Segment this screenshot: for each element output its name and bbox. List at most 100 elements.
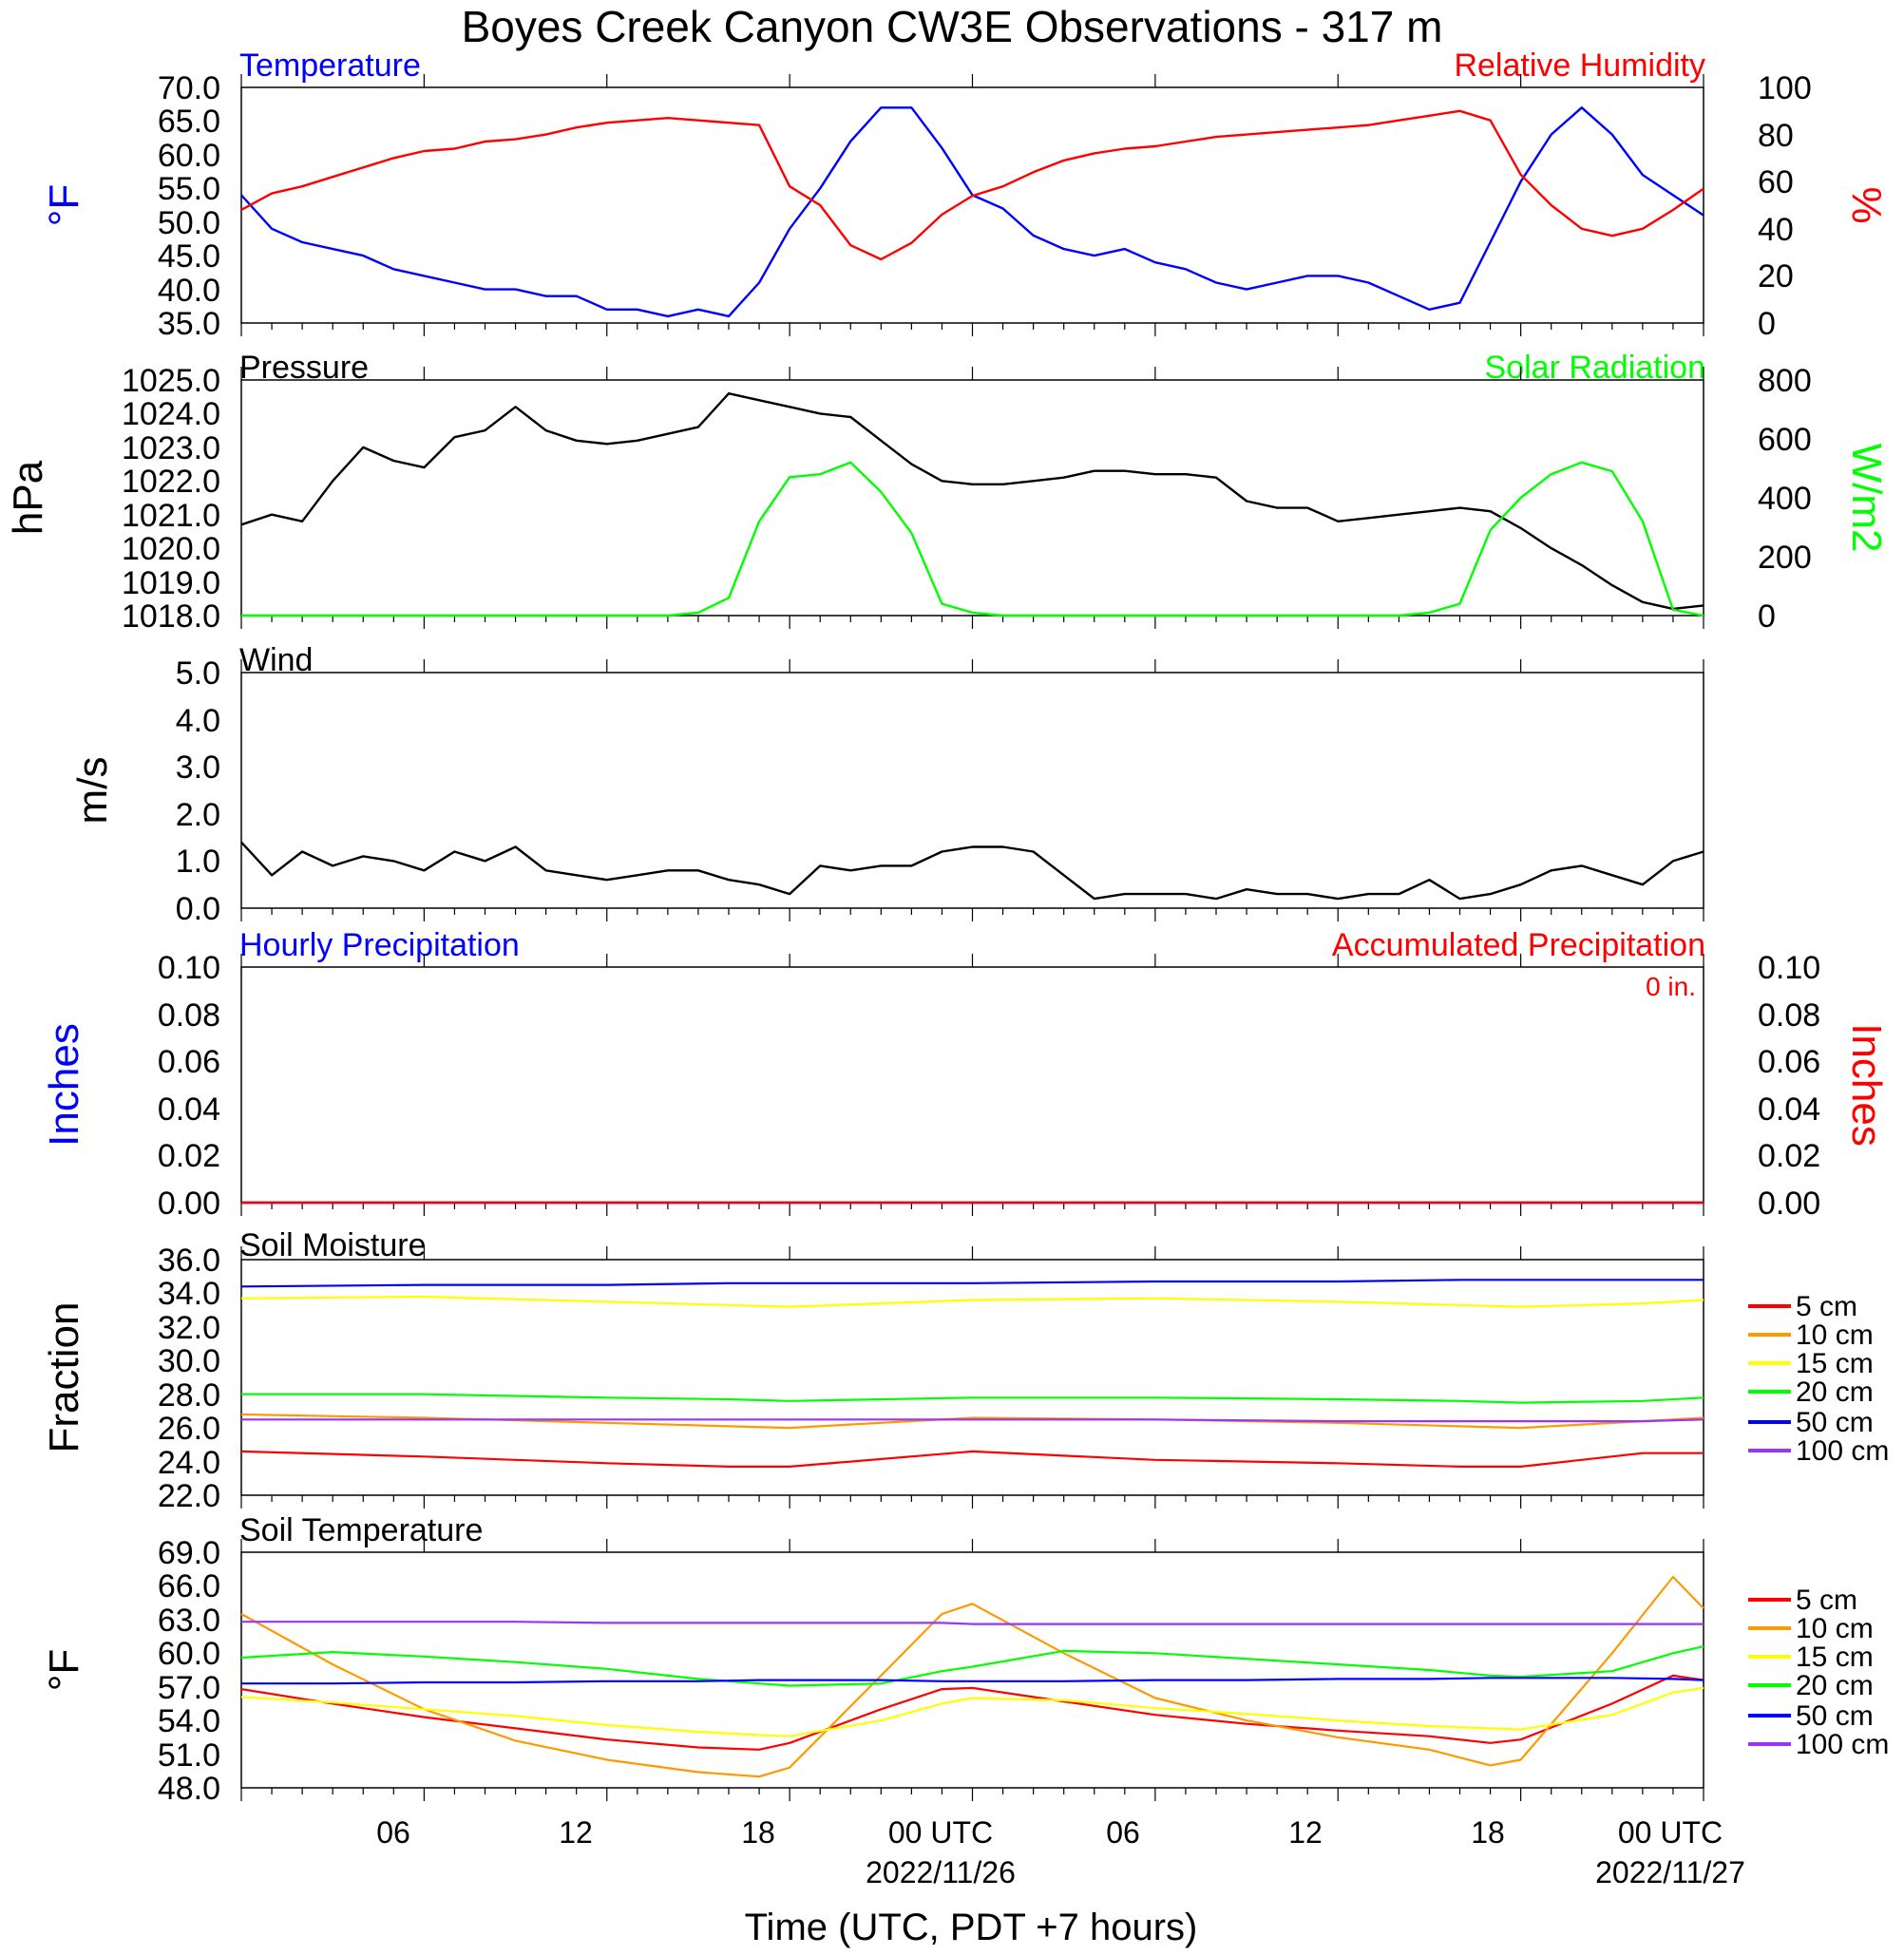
panel-2-ytick-right-3: 600: [1758, 422, 1812, 458]
panel-soil-temperature: Soil Temperature °F 48.0 51.0 54.0 57.0 …: [41, 1512, 1889, 1807]
xtick-label-06-a: 06: [376, 1815, 410, 1850]
xtick-label-18-a: 18: [741, 1815, 775, 1850]
panel-3-ytick-left-0: 0.0: [176, 891, 220, 927]
panel-2-ytick-right-2: 400: [1758, 481, 1812, 517]
panel-3-ytick-left-3: 3.0: [176, 750, 220, 786]
panel-6-ytick-left-0: 48.0: [158, 1771, 220, 1807]
panel-4-ylabel-left: Inches: [41, 1023, 87, 1147]
xtick-label-12-a: 12: [559, 1815, 593, 1850]
xtick-date-20221127: 2022/11/27: [1595, 1855, 1745, 1889]
series-line-solar-radiation: [241, 461, 1704, 617]
panel-2-ytick-left-0: 1018.0: [122, 598, 220, 635]
panel-pressure-solar: Pressure Solar Radiation hPa W/m2 1018.0…: [5, 350, 1890, 635]
x-axis-tick-labels: 06 12 18 00 UTC 06 12 18 00 UTC 2022/11/…: [376, 1815, 1745, 1889]
panel-4-ytick-right-4: 0.08: [1758, 997, 1820, 1034]
panel-4-title-left: Hourly Precipitation: [239, 927, 520, 963]
panel-5-ylabel-left: Fraction: [41, 1302, 87, 1453]
panel-5-ytick-left-2: 26.0: [158, 1411, 220, 1447]
panel-1-ytick-right-4: 80: [1758, 118, 1794, 154]
panel-5-legend: 5 cm 10 cm 15 cm 20 cm 50 cm 100 cm: [1748, 1291, 1889, 1467]
panel-3-ytick-left-5: 5.0: [176, 655, 220, 692]
panel-3-ytick-left-4: 4.0: [176, 703, 220, 739]
panel-4-yticks-left: 0.00 0.02 0.04 0.06 0.08 0.10: [158, 950, 220, 1222]
panel-1-ytick-left-5: 60.0: [158, 138, 220, 174]
series-line-20-cm: [241, 1393, 1704, 1404]
panel-2-ytick-right-0: 0: [1758, 598, 1776, 635]
panel-3-yticks-left: 0.0 1.0 2.0 3.0 4.0 5.0: [176, 655, 220, 927]
series-line-wind-speed: [240, 841, 1704, 901]
panel-2-series: [240, 392, 1704, 617]
panel-1-ylabel-left: °F: [41, 184, 87, 226]
panel-1-ticks: [240, 74, 1704, 336]
panel-4-ytick-right-3: 0.06: [1758, 1044, 1820, 1080]
panel-6-ytick-left-2: 54.0: [158, 1703, 220, 1739]
soil-moisture-legend-label-100cm: 100 cm: [1796, 1435, 1889, 1467]
soil-moisture-legend-label-20cm: 20 cm: [1796, 1376, 1874, 1408]
soil-moisture-legend-label-5cm: 5 cm: [1796, 1291, 1857, 1322]
panel-3-ytick-left-2: 2.0: [176, 797, 220, 833]
soil-moisture-legend-label-50cm: 50 cm: [1796, 1407, 1874, 1438]
panel-4-ytick-right-2: 0.04: [1758, 1091, 1820, 1128]
soil-moisture-legend-label-15cm: 15 cm: [1796, 1348, 1874, 1379]
panel-6-ytick-left-6: 66.0: [158, 1568, 220, 1604]
panel-2-title-left: Pressure: [239, 350, 369, 386]
panel-5-series: [240, 1279, 1704, 1468]
soil-moisture-legend-label-10cm: 10 cm: [1796, 1319, 1874, 1351]
panel-3-ticks: [240, 659, 1704, 921]
panel-2-ytick-left-5: 1023.0: [122, 430, 220, 466]
panel-6-ytick-left-7: 69.0: [158, 1535, 220, 1571]
series-line-15-cm: [240, 1686, 1704, 1737]
panel-5-ticks: [240, 1246, 1704, 1509]
soil-temp-legend-label-100cm: 100 cm: [1796, 1729, 1889, 1760]
panel-1-yticks-right: 0 20 40 60 80 100: [1758, 70, 1812, 342]
panel-1-ytick-right-5: 100: [1758, 70, 1812, 106]
xtick-label-06-b: 06: [1106, 1815, 1140, 1850]
panel-2-yticks-left: 1018.0 1019.0 1020.0 1021.0 1022.0 1023.…: [122, 363, 220, 635]
series-line-100-cm: [241, 1621, 1704, 1625]
panel-wind: Wind m/s 0.0 1.0 2.0 3.0 4.0 5.0: [69, 642, 1704, 927]
panel-5-ytick-left-3: 28.0: [158, 1377, 220, 1414]
panel-5-ytick-left-6: 34.0: [158, 1276, 220, 1312]
panel-1-ytick-left-7: 70.0: [158, 70, 220, 106]
panel-6-title-left: Soil Temperature: [239, 1512, 483, 1548]
panel-2-title-right: Solar Radiation: [1485, 350, 1705, 386]
panel-4-ytick-left-4: 0.08: [158, 997, 220, 1034]
panel-5-ytick-left-7: 36.0: [158, 1243, 220, 1279]
panel-5-ytick-left-5: 32.0: [158, 1310, 220, 1346]
soil-temp-legend-label-50cm: 50 cm: [1796, 1700, 1874, 1732]
panel-5-title-left: Soil Moisture: [239, 1227, 427, 1263]
panel-6-ylabel-left: °F: [41, 1649, 87, 1691]
panel-soil-moisture: Soil Moisture Fraction 22.0 24.0 26.0 28…: [41, 1227, 1889, 1514]
panel-precipitation: Hourly Precipitation Accumulated Precipi…: [41, 927, 1890, 1222]
xtick-label-00utc-b: 00 UTC: [1618, 1815, 1723, 1850]
panel-6-yticks-left: 48.0 51.0 54.0 57.0 60.0 63.0 66.0 69.0: [158, 1535, 220, 1807]
panel-6-ytick-left-5: 63.0: [158, 1603, 220, 1639]
panel-2-ytick-left-3: 1021.0: [122, 498, 220, 534]
panel-4-yticks-right: 0.00 0.02 0.04 0.06 0.08 0.10: [1758, 950, 1820, 1222]
panel-1-ytick-left-2: 45.0: [158, 238, 220, 275]
series-line-10-cm: [240, 1575, 1704, 1778]
xtick-label-00utc-a: 00 UTC: [888, 1815, 993, 1850]
series-line-5-cm: [240, 1450, 1704, 1468]
panel-6-legend: 5 cm 10 cm 15 cm 20 cm 50 cm 100 cm: [1748, 1585, 1889, 1760]
panel-2-ylabel-left: hPa: [5, 460, 51, 535]
panel-6-ticks: [240, 1539, 1704, 1801]
panel-4-title-right: Accumulated Precipitation: [1332, 927, 1705, 963]
panel-4-ytick-right-5: 0.10: [1758, 950, 1820, 986]
xtick-label-18-b: 18: [1471, 1815, 1505, 1850]
panel-3-title-left: Wind: [239, 642, 313, 678]
panel-1-ylabel-right: %: [1843, 186, 1890, 223]
panel-3-ylabel-left: m/s: [69, 757, 116, 825]
soil-temp-legend-label-15cm: 15 cm: [1796, 1642, 1874, 1673]
panel-2-ytick-right-1: 200: [1758, 540, 1812, 576]
panel-1-ytick-right-2: 40: [1758, 212, 1794, 248]
panel-2-ylabel-right: W/m2: [1843, 444, 1890, 553]
panel-1-series: [240, 106, 1704, 318]
panel-4-ytick-right-1: 0.02: [1758, 1138, 1820, 1174]
panel-1-ytick-left-6: 65.0: [158, 104, 220, 140]
panel-5-ytick-left-0: 22.0: [158, 1478, 220, 1514]
panel-1-title-right: Relative Humidity: [1454, 47, 1705, 84]
panel-temperature-humidity: Temperature Relative Humidity °F % 35.0 …: [41, 47, 1890, 342]
series-line-100-cm: [241, 1418, 1704, 1423]
